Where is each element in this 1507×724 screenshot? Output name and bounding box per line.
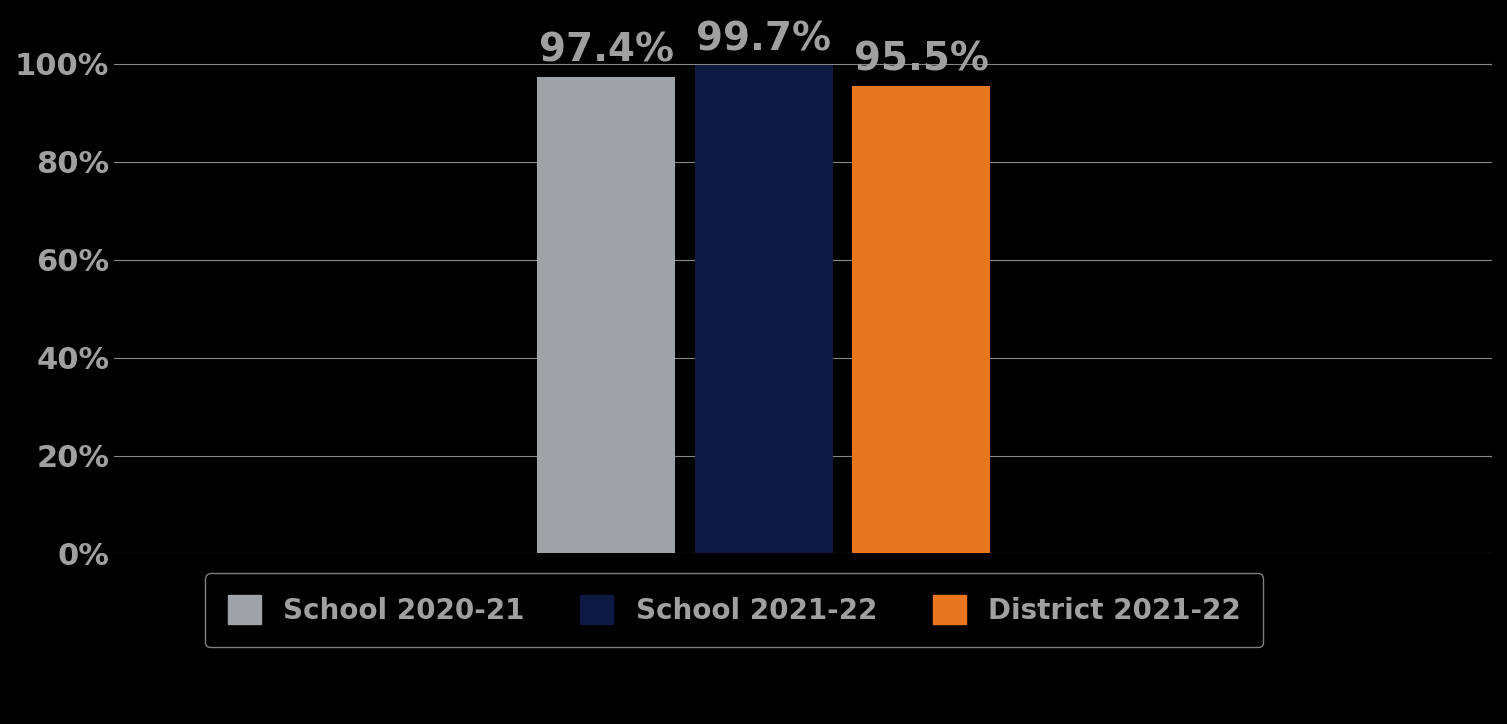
Text: 95.5%: 95.5% [854,41,989,79]
Bar [853,86,990,553]
Text: 97.4%: 97.4% [540,31,674,70]
Text: 99.7%: 99.7% [696,20,832,58]
Bar [538,77,675,553]
Legend: School 2020-21, School 2021-22, District 2021-22: School 2020-21, School 2021-22, District… [205,573,1263,647]
Bar [695,65,833,553]
